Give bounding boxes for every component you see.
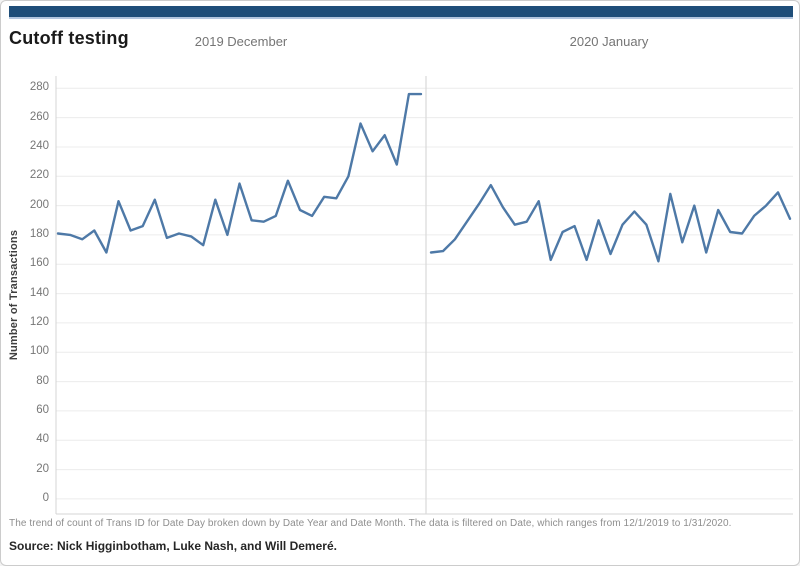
y-tick-label: 80 <box>36 374 49 387</box>
y-tick-label: 180 <box>29 227 49 240</box>
y-tick-label: 280 <box>29 81 49 94</box>
source-credit: Source: Nick Higginbotham, Luke Nash, an… <box>9 539 337 553</box>
y-tick-label: 220 <box>29 169 49 182</box>
y-tick-label: 240 <box>29 139 49 152</box>
panel-header-january: 2020 January <box>569 34 649 49</box>
series-line-january[interactable] <box>429 183 792 263</box>
series-line-december[interactable] <box>56 92 423 254</box>
y-tick-label: 40 <box>36 433 49 446</box>
y-tick-label: 200 <box>29 198 49 211</box>
chart-title: Cutoff testing <box>9 28 129 48</box>
y-tick-label: 60 <box>36 403 49 416</box>
y-tick-label: 20 <box>36 462 49 475</box>
y-tick-label: 160 <box>29 257 49 270</box>
y-tick-label: 100 <box>29 345 49 358</box>
y-tick-label: 0 <box>42 491 49 504</box>
y-tick-label: 140 <box>29 286 49 299</box>
y-tick-label: 120 <box>29 315 49 328</box>
panel-header-december: 2019 December <box>194 34 288 49</box>
chart-caption: The trend of count of Trans ID for Date … <box>9 518 732 529</box>
y-tick-label: 260 <box>29 110 49 123</box>
accent-bar <box>9 6 793 19</box>
